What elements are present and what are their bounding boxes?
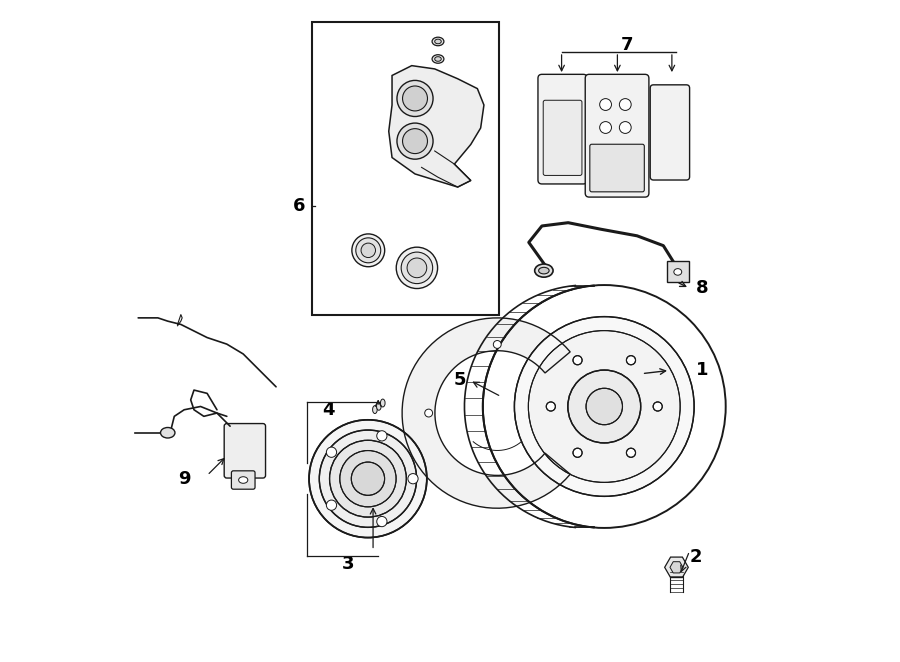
Ellipse shape xyxy=(377,516,387,527)
FancyBboxPatch shape xyxy=(667,261,688,283)
Ellipse shape xyxy=(619,99,631,111)
FancyBboxPatch shape xyxy=(231,471,255,489)
Text: 3: 3 xyxy=(342,555,355,573)
Text: 8: 8 xyxy=(697,279,709,297)
Ellipse shape xyxy=(401,252,433,283)
Ellipse shape xyxy=(586,389,623,425)
Text: 7: 7 xyxy=(621,36,634,54)
Ellipse shape xyxy=(327,447,337,457)
Text: 4: 4 xyxy=(322,401,335,419)
Ellipse shape xyxy=(619,122,631,134)
Ellipse shape xyxy=(373,406,377,414)
Ellipse shape xyxy=(407,258,427,277)
Polygon shape xyxy=(389,66,484,187)
FancyBboxPatch shape xyxy=(650,85,689,180)
Ellipse shape xyxy=(653,402,662,411)
Ellipse shape xyxy=(396,247,437,289)
Ellipse shape xyxy=(626,355,635,365)
Ellipse shape xyxy=(408,473,418,484)
Ellipse shape xyxy=(546,402,555,411)
Polygon shape xyxy=(665,557,688,577)
Ellipse shape xyxy=(535,264,554,277)
Ellipse shape xyxy=(327,500,337,510)
Ellipse shape xyxy=(309,420,427,538)
Ellipse shape xyxy=(568,370,641,443)
Ellipse shape xyxy=(493,340,501,348)
Polygon shape xyxy=(670,561,683,573)
Text: 5: 5 xyxy=(454,371,466,389)
Ellipse shape xyxy=(573,355,582,365)
Ellipse shape xyxy=(351,462,384,495)
Ellipse shape xyxy=(329,440,406,517)
Ellipse shape xyxy=(340,451,396,507)
Ellipse shape xyxy=(599,122,611,134)
Ellipse shape xyxy=(435,57,441,62)
Ellipse shape xyxy=(361,243,375,258)
Ellipse shape xyxy=(435,39,441,44)
FancyBboxPatch shape xyxy=(590,144,644,192)
Ellipse shape xyxy=(528,330,680,483)
Polygon shape xyxy=(402,318,571,508)
Ellipse shape xyxy=(599,99,611,111)
FancyBboxPatch shape xyxy=(585,74,649,197)
Ellipse shape xyxy=(573,448,582,457)
Ellipse shape xyxy=(515,316,694,496)
Ellipse shape xyxy=(352,234,384,267)
Ellipse shape xyxy=(425,409,433,417)
Ellipse shape xyxy=(397,123,433,159)
Ellipse shape xyxy=(160,428,175,438)
Ellipse shape xyxy=(376,402,381,410)
Ellipse shape xyxy=(432,55,444,64)
Ellipse shape xyxy=(432,37,444,46)
Bar xyxy=(312,23,500,314)
Ellipse shape xyxy=(626,448,635,457)
Ellipse shape xyxy=(482,285,725,528)
Text: 6: 6 xyxy=(293,197,306,215)
FancyBboxPatch shape xyxy=(224,424,266,478)
Ellipse shape xyxy=(538,267,549,274)
FancyBboxPatch shape xyxy=(538,74,587,184)
Text: 9: 9 xyxy=(178,470,191,488)
Ellipse shape xyxy=(402,128,428,154)
Ellipse shape xyxy=(674,269,681,275)
Text: 1: 1 xyxy=(697,361,708,379)
Ellipse shape xyxy=(238,477,248,483)
Ellipse shape xyxy=(397,80,433,117)
FancyBboxPatch shape xyxy=(544,100,582,175)
Ellipse shape xyxy=(320,430,417,528)
Ellipse shape xyxy=(381,399,385,407)
Ellipse shape xyxy=(356,238,381,263)
Text: 2: 2 xyxy=(690,549,702,567)
Ellipse shape xyxy=(309,420,427,538)
Ellipse shape xyxy=(402,86,428,111)
Ellipse shape xyxy=(377,431,387,441)
